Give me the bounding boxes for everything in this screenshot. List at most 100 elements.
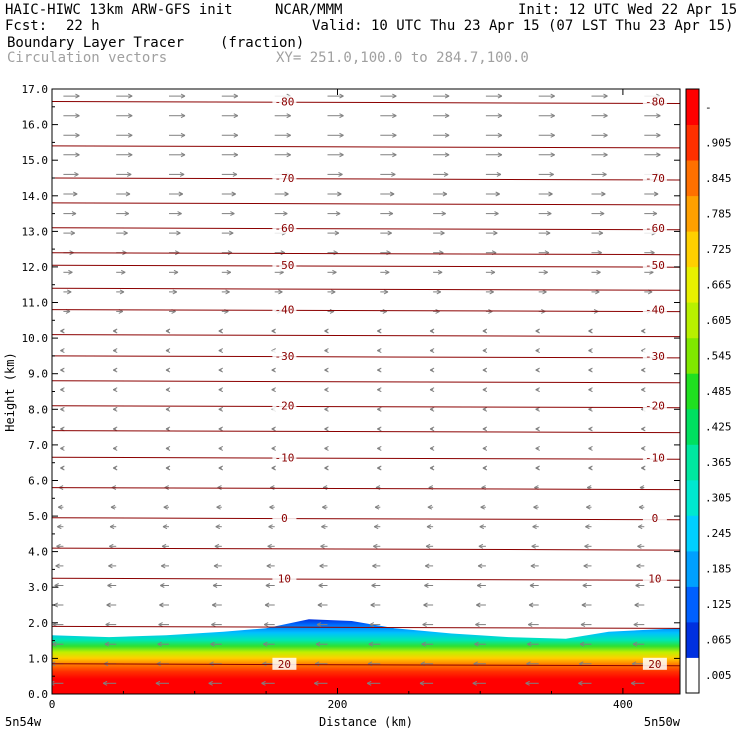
colorbar-label: - [705, 101, 712, 114]
contour-label: -40 [645, 304, 665, 317]
vector-head [429, 367, 435, 373]
vector-head [533, 504, 538, 510]
vector-head [391, 171, 396, 177]
vector-head [527, 641, 532, 647]
vector-head [180, 93, 186, 99]
vector-head [425, 543, 431, 549]
vector-head [214, 543, 220, 549]
contour-label-bg [272, 95, 297, 108]
vector-head [582, 583, 588, 588]
vector-head [548, 191, 553, 197]
vector-head [155, 680, 161, 686]
vector-head [377, 367, 382, 373]
vector-head [75, 113, 80, 119]
vector-head [284, 191, 289, 197]
vector-head [172, 289, 178, 295]
colorbar-label: .485 [705, 385, 732, 398]
vector-head [482, 348, 488, 354]
vector-head [366, 680, 372, 686]
vector-head [369, 622, 375, 628]
vector-head [215, 524, 221, 530]
contour-label: 10 [648, 572, 661, 585]
contour-label: 0 [281, 512, 288, 525]
vector-head [530, 563, 536, 569]
vector-head [119, 289, 125, 295]
vector-head [112, 406, 118, 412]
vector-head [429, 445, 435, 451]
vector-head [641, 426, 646, 432]
vector-head [392, 152, 397, 158]
contour-label: -10 [645, 451, 665, 464]
colorbar-swatch [686, 231, 699, 268]
contour-line [52, 252, 680, 256]
vector-head [392, 93, 397, 99]
x-tick-label: 200 [328, 698, 348, 711]
contour-label: -30 [274, 350, 294, 363]
vector-head [314, 680, 319, 686]
vector-head [598, 230, 604, 236]
vector-head [286, 152, 291, 158]
vector-head [588, 348, 593, 354]
vector-head [588, 465, 593, 471]
vector-head [324, 367, 329, 373]
vector-head [112, 348, 118, 354]
vector-head [334, 230, 340, 236]
colorbar-swatch [686, 550, 699, 587]
vector-head [66, 289, 72, 295]
vector-head [68, 269, 73, 275]
vector-head [228, 230, 234, 236]
vector-head [324, 348, 329, 354]
vector-head [60, 348, 65, 354]
contour-label-bg [272, 221, 297, 234]
colorbar-label: .365 [705, 456, 732, 469]
colorbar-swatch [686, 195, 699, 232]
vector-head [125, 191, 131, 197]
contour-label-bg [642, 572, 667, 585]
vector-head [324, 426, 329, 432]
vector-head [324, 445, 329, 451]
colorbar-swatch [686, 337, 699, 374]
vector-head [127, 93, 133, 99]
vector-head [165, 406, 171, 412]
vector-head [211, 602, 217, 608]
y-tick-label: 10.0 [22, 332, 49, 345]
vector-head [423, 602, 428, 608]
colorbar-label: .125 [705, 598, 732, 611]
colorbar-label: .545 [705, 350, 732, 363]
vector-head [269, 504, 274, 510]
y-tick-label: 13.0 [22, 225, 49, 238]
vector-head [535, 348, 540, 354]
vector-head [368, 641, 374, 647]
y-tick-label: 0.0 [28, 688, 48, 701]
vector-head [212, 583, 218, 588]
y-tick-label: 5.0 [28, 510, 48, 523]
contour-label-bg [272, 259, 297, 272]
temperature-contours: -80 -80 -70 -70 -60 -60 -50 -50 -40 -40 -30 -30 -20 -… [52, 95, 680, 671]
vector-head [495, 191, 500, 197]
colorbar-label: .725 [705, 243, 732, 256]
vector-head [218, 387, 224, 393]
vector-head [160, 583, 165, 588]
vector-head [641, 367, 646, 373]
vector-head [535, 426, 540, 432]
vector-head [233, 132, 239, 138]
vector-head [535, 465, 540, 471]
y-tick-label: 9.0 [28, 368, 48, 381]
colorbar-label: .305 [705, 492, 732, 505]
vector-head [494, 211, 499, 217]
vector-head [377, 387, 382, 393]
vector-head [497, 132, 503, 138]
vector-head [596, 269, 601, 275]
vector-head [641, 465, 646, 471]
vector-head [210, 641, 215, 647]
contour-label-bg [642, 172, 667, 184]
vector-head [127, 132, 133, 138]
colorbar-label: .185 [705, 563, 732, 576]
vector-head [316, 622, 322, 628]
vector-head [427, 504, 433, 510]
vector-head [60, 465, 65, 471]
vector-head [641, 445, 646, 451]
contour-line [52, 334, 680, 338]
colorbar-swatch [686, 621, 699, 658]
contour-line [52, 577, 680, 581]
